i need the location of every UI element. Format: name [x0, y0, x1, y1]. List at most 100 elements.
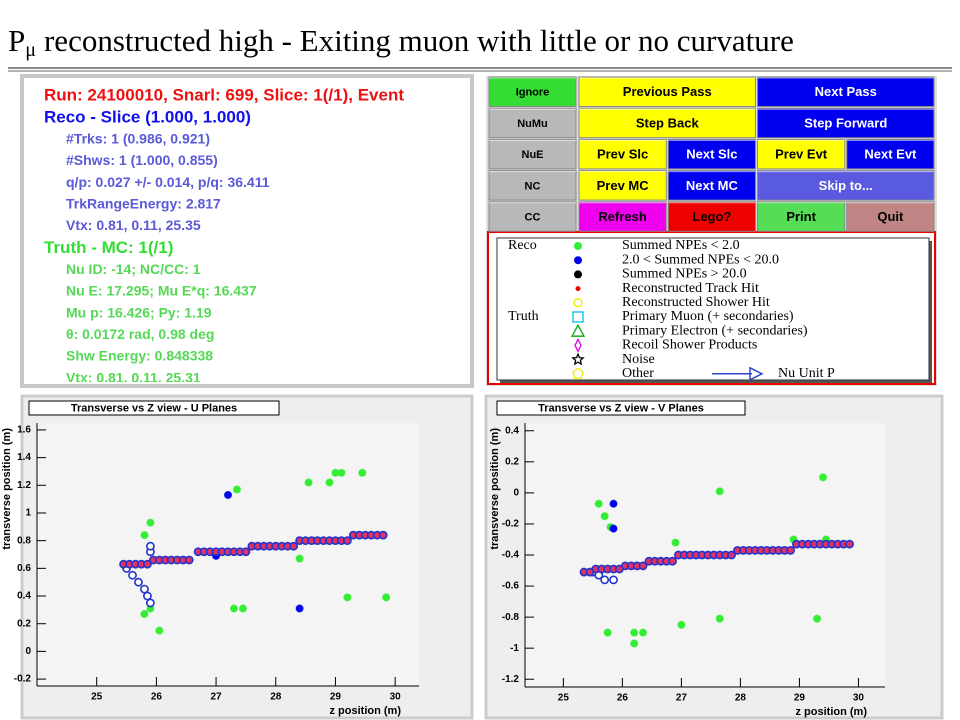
button-label[interactable]: Ignore — [516, 87, 550, 99]
hit — [845, 539, 854, 549]
legend-entry: Primary Electron (+ secondaries) — [622, 323, 808, 338]
button-label[interactable]: CC — [525, 211, 541, 223]
hit — [289, 541, 299, 551]
info-line: q/p: 0.027 +/- 0.014, p/q: 36.411 — [66, 174, 270, 190]
x-axis-label: z position (m) — [330, 705, 402, 717]
button-label[interactable]: Skip to... — [819, 178, 873, 193]
legend-symbol — [573, 298, 583, 308]
hit — [342, 536, 352, 546]
x-tick-label: 25 — [558, 693, 570, 704]
y-tick-label: -0.2 — [502, 519, 520, 530]
legend-marker — [572, 367, 584, 379]
button[interactable] — [667, 138, 756, 170]
button-label[interactable]: NuMu — [517, 118, 548, 130]
button[interactable] — [757, 170, 935, 201]
button-label[interactable]: NuE — [522, 149, 544, 161]
button[interactable] — [757, 76, 935, 107]
button[interactable] — [488, 138, 577, 170]
legend-symbol — [574, 270, 582, 279]
y-tick-label: -0.6 — [502, 581, 520, 592]
x-tick-label: 26 — [151, 692, 163, 703]
legend-marker — [574, 270, 582, 279]
hit — [229, 604, 239, 613]
hit — [715, 614, 724, 623]
y-tick-label: 0 — [25, 646, 31, 657]
button-label[interactable]: Lego? — [692, 209, 731, 224]
info-line: #Shws: 1 (1.000, 0.855) — [66, 152, 218, 168]
legend-group: Truth — [508, 309, 539, 324]
chart-title-box — [28, 400, 280, 416]
x-tick-label: 29 — [794, 693, 806, 704]
button[interactable] — [488, 170, 577, 201]
x-tick-label: 29 — [330, 692, 342, 703]
legend-marker — [575, 286, 581, 292]
button[interactable] — [578, 170, 667, 201]
button-label[interactable]: NC — [525, 180, 541, 192]
hit — [609, 524, 618, 533]
button-label[interactable]: Step Forward — [804, 115, 887, 130]
button[interactable] — [578, 201, 667, 232]
x-tick-label: 26 — [617, 693, 629, 704]
y-tick-label: 1.2 — [17, 480, 31, 491]
hit — [668, 556, 677, 566]
info-line: #Trks: 1 (0.986, 0.921) — [66, 130, 210, 146]
button-label[interactable]: Next Pass — [815, 84, 877, 99]
x-tick-label: 27 — [676, 693, 688, 704]
button[interactable] — [667, 201, 756, 232]
y-tick-label: -1 — [510, 643, 519, 654]
y-axis-label: transverse position (m) — [489, 428, 501, 550]
button[interactable] — [488, 201, 577, 232]
button-label[interactable]: Next Slc — [686, 147, 737, 162]
button[interactable] — [578, 107, 756, 139]
legend-symbol — [575, 286, 581, 292]
legend-entry: 2.0 < Summed NPEs < 20.0 — [622, 252, 779, 267]
hit — [671, 538, 680, 547]
hit — [143, 559, 152, 569]
button-label[interactable]: Quit — [877, 209, 904, 224]
button-label[interactable]: Prev MC — [597, 178, 650, 193]
button-label[interactable]: Previous Pass — [623, 84, 712, 99]
legend-marker — [574, 337, 582, 353]
button[interactable] — [578, 138, 667, 170]
button-label[interactable]: Prev Evt — [775, 147, 828, 162]
title-text: reconstructed high - Exiting muon with l… — [44, 23, 794, 58]
x-tick-label: 30 — [390, 692, 402, 703]
x-tick-label: 28 — [735, 693, 747, 704]
hit — [677, 620, 686, 629]
button-label[interactable]: Print — [786, 209, 816, 224]
button[interactable] — [488, 76, 577, 107]
button-label[interactable]: Next MC — [686, 178, 739, 193]
y-tick-label: 1 — [25, 508, 31, 519]
button[interactable] — [757, 107, 935, 139]
legend-marker — [570, 323, 586, 337]
button-label[interactable]: Refresh — [598, 209, 646, 224]
button[interactable] — [578, 76, 756, 107]
chart-title: Transverse vs Z view - U Planes — [71, 402, 237, 414]
title-sub: μ — [25, 39, 36, 61]
y-tick-label: 1.6 — [17, 425, 31, 436]
chart-title: Transverse vs Z view - V Planes — [538, 402, 704, 414]
hit — [184, 555, 194, 565]
hit — [609, 499, 618, 508]
y-tick-label: 1.4 — [17, 452, 31, 463]
button[interactable] — [757, 201, 846, 232]
legend-entry: Noise — [622, 352, 655, 367]
info-line: Vtx: 0.81, 0.11, 25.31 — [66, 369, 201, 385]
hit — [140, 609, 149, 619]
button[interactable] — [488, 107, 577, 139]
section-heading: Truth - MC: 1(/1) — [44, 238, 173, 257]
button-label[interactable]: Prev Slc — [597, 147, 648, 162]
legend-marker — [574, 256, 582, 265]
y-tick-label: -1.2 — [502, 674, 520, 685]
button-label[interactable]: Step Back — [636, 115, 700, 130]
hit — [140, 584, 149, 594]
button[interactable] — [757, 138, 846, 170]
hit — [241, 547, 251, 557]
button[interactable] — [667, 170, 756, 201]
legend-entry: Summed NPEs < 2.0 — [622, 238, 740, 253]
button[interactable] — [846, 201, 935, 232]
button-label[interactable]: Next Evt — [864, 147, 917, 162]
button[interactable] — [846, 138, 935, 170]
hit — [609, 575, 618, 585]
